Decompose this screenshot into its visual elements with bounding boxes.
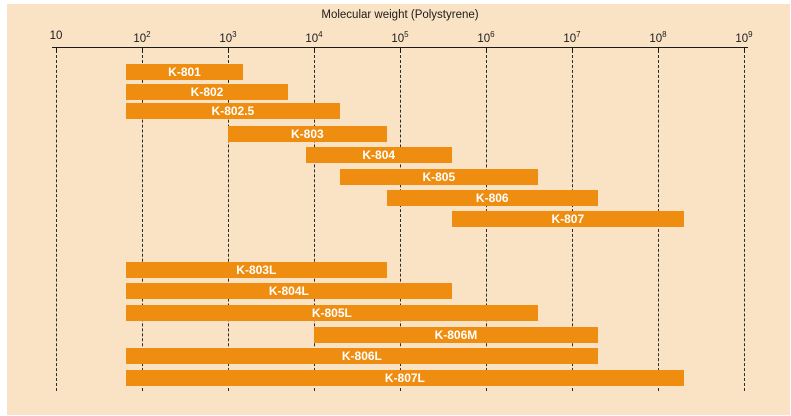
- tick-label-1e1: 10: [49, 30, 63, 42]
- tick-label-1e4: 104: [305, 30, 323, 45]
- bar-label-K-805: K-805: [422, 170, 456, 184]
- gridline-1e1: [56, 55, 57, 391]
- gridline-1e9: [744, 55, 745, 391]
- bar-label-K-804L: K-804L: [268, 284, 309, 298]
- tick-mark-1e7: [572, 48, 573, 53]
- bar-label-K-802.5: K-802.5: [211, 104, 255, 118]
- tick-label-1e2: 102: [133, 30, 151, 45]
- range-bar-K-803L: K-803L: [125, 262, 387, 278]
- axis-line: [52, 47, 748, 48]
- bar-label-K-805L: K-805L: [311, 306, 352, 320]
- gridline-1e3: [228, 55, 229, 391]
- tick-mark-1e1: [56, 48, 57, 53]
- tick-mark-1e4: [314, 48, 315, 53]
- tick-mark-1e2: [142, 48, 143, 53]
- range-bar-K-802: K-802: [125, 84, 289, 100]
- tick-mark-1e5: [400, 48, 401, 53]
- range-bar-K-806M: K-806M: [314, 327, 598, 343]
- bar-label-K-804: K-804: [362, 148, 396, 162]
- range-bar-K-801: K-801: [125, 64, 244, 80]
- bar-label-K-807L: K-807L: [384, 371, 425, 385]
- range-bar-K-805L: K-805L: [125, 305, 538, 321]
- range-bar-K-807L: K-807L: [125, 370, 684, 386]
- axis-title: Molecular weight (Polystyrene): [321, 9, 479, 21]
- range-bar-K-807: K-807: [451, 211, 684, 227]
- tick-label-1e9: 109: [735, 30, 753, 45]
- range-bar-K-803: K-803: [228, 126, 387, 142]
- range-bar-K-804L: K-804L: [125, 283, 452, 299]
- range-bar-K-806L: K-806L: [125, 348, 598, 364]
- gridline-1e2: [142, 55, 143, 391]
- range-bar-K-805: K-805: [339, 169, 538, 185]
- bar-label-K-801: K-801: [168, 65, 201, 79]
- tick-mark-1e8: [658, 48, 659, 53]
- bar-label-K-806M: K-806M: [434, 328, 478, 342]
- range-bar-K-806: K-806: [386, 190, 598, 206]
- tick-label-1e5: 105: [391, 30, 409, 45]
- bar-label-K-802: K-802: [190, 85, 224, 99]
- gridline-1e5: [400, 55, 401, 391]
- tick-label-1e8: 108: [649, 30, 667, 45]
- range-bar-K-802.5: K-802.5: [125, 103, 340, 119]
- bar-label-K-803: K-803: [290, 127, 324, 141]
- range-bar-K-804: K-804: [305, 147, 452, 163]
- tick-label-1e6: 106: [477, 30, 495, 45]
- bar-label-K-807: K-807: [551, 212, 585, 226]
- tick-mark-1e3: [228, 48, 229, 53]
- tick-mark-1e9: [744, 48, 745, 53]
- bar-label-K-806L: K-806L: [341, 349, 382, 363]
- bar-label-K-806: K-806: [475, 191, 509, 205]
- tick-label-1e3: 103: [219, 30, 237, 45]
- gridline-1e4: [314, 55, 315, 391]
- bar-label-K-803L: K-803L: [236, 263, 277, 277]
- tick-label-1e7: 107: [563, 30, 581, 45]
- tick-mark-1e6: [486, 48, 487, 53]
